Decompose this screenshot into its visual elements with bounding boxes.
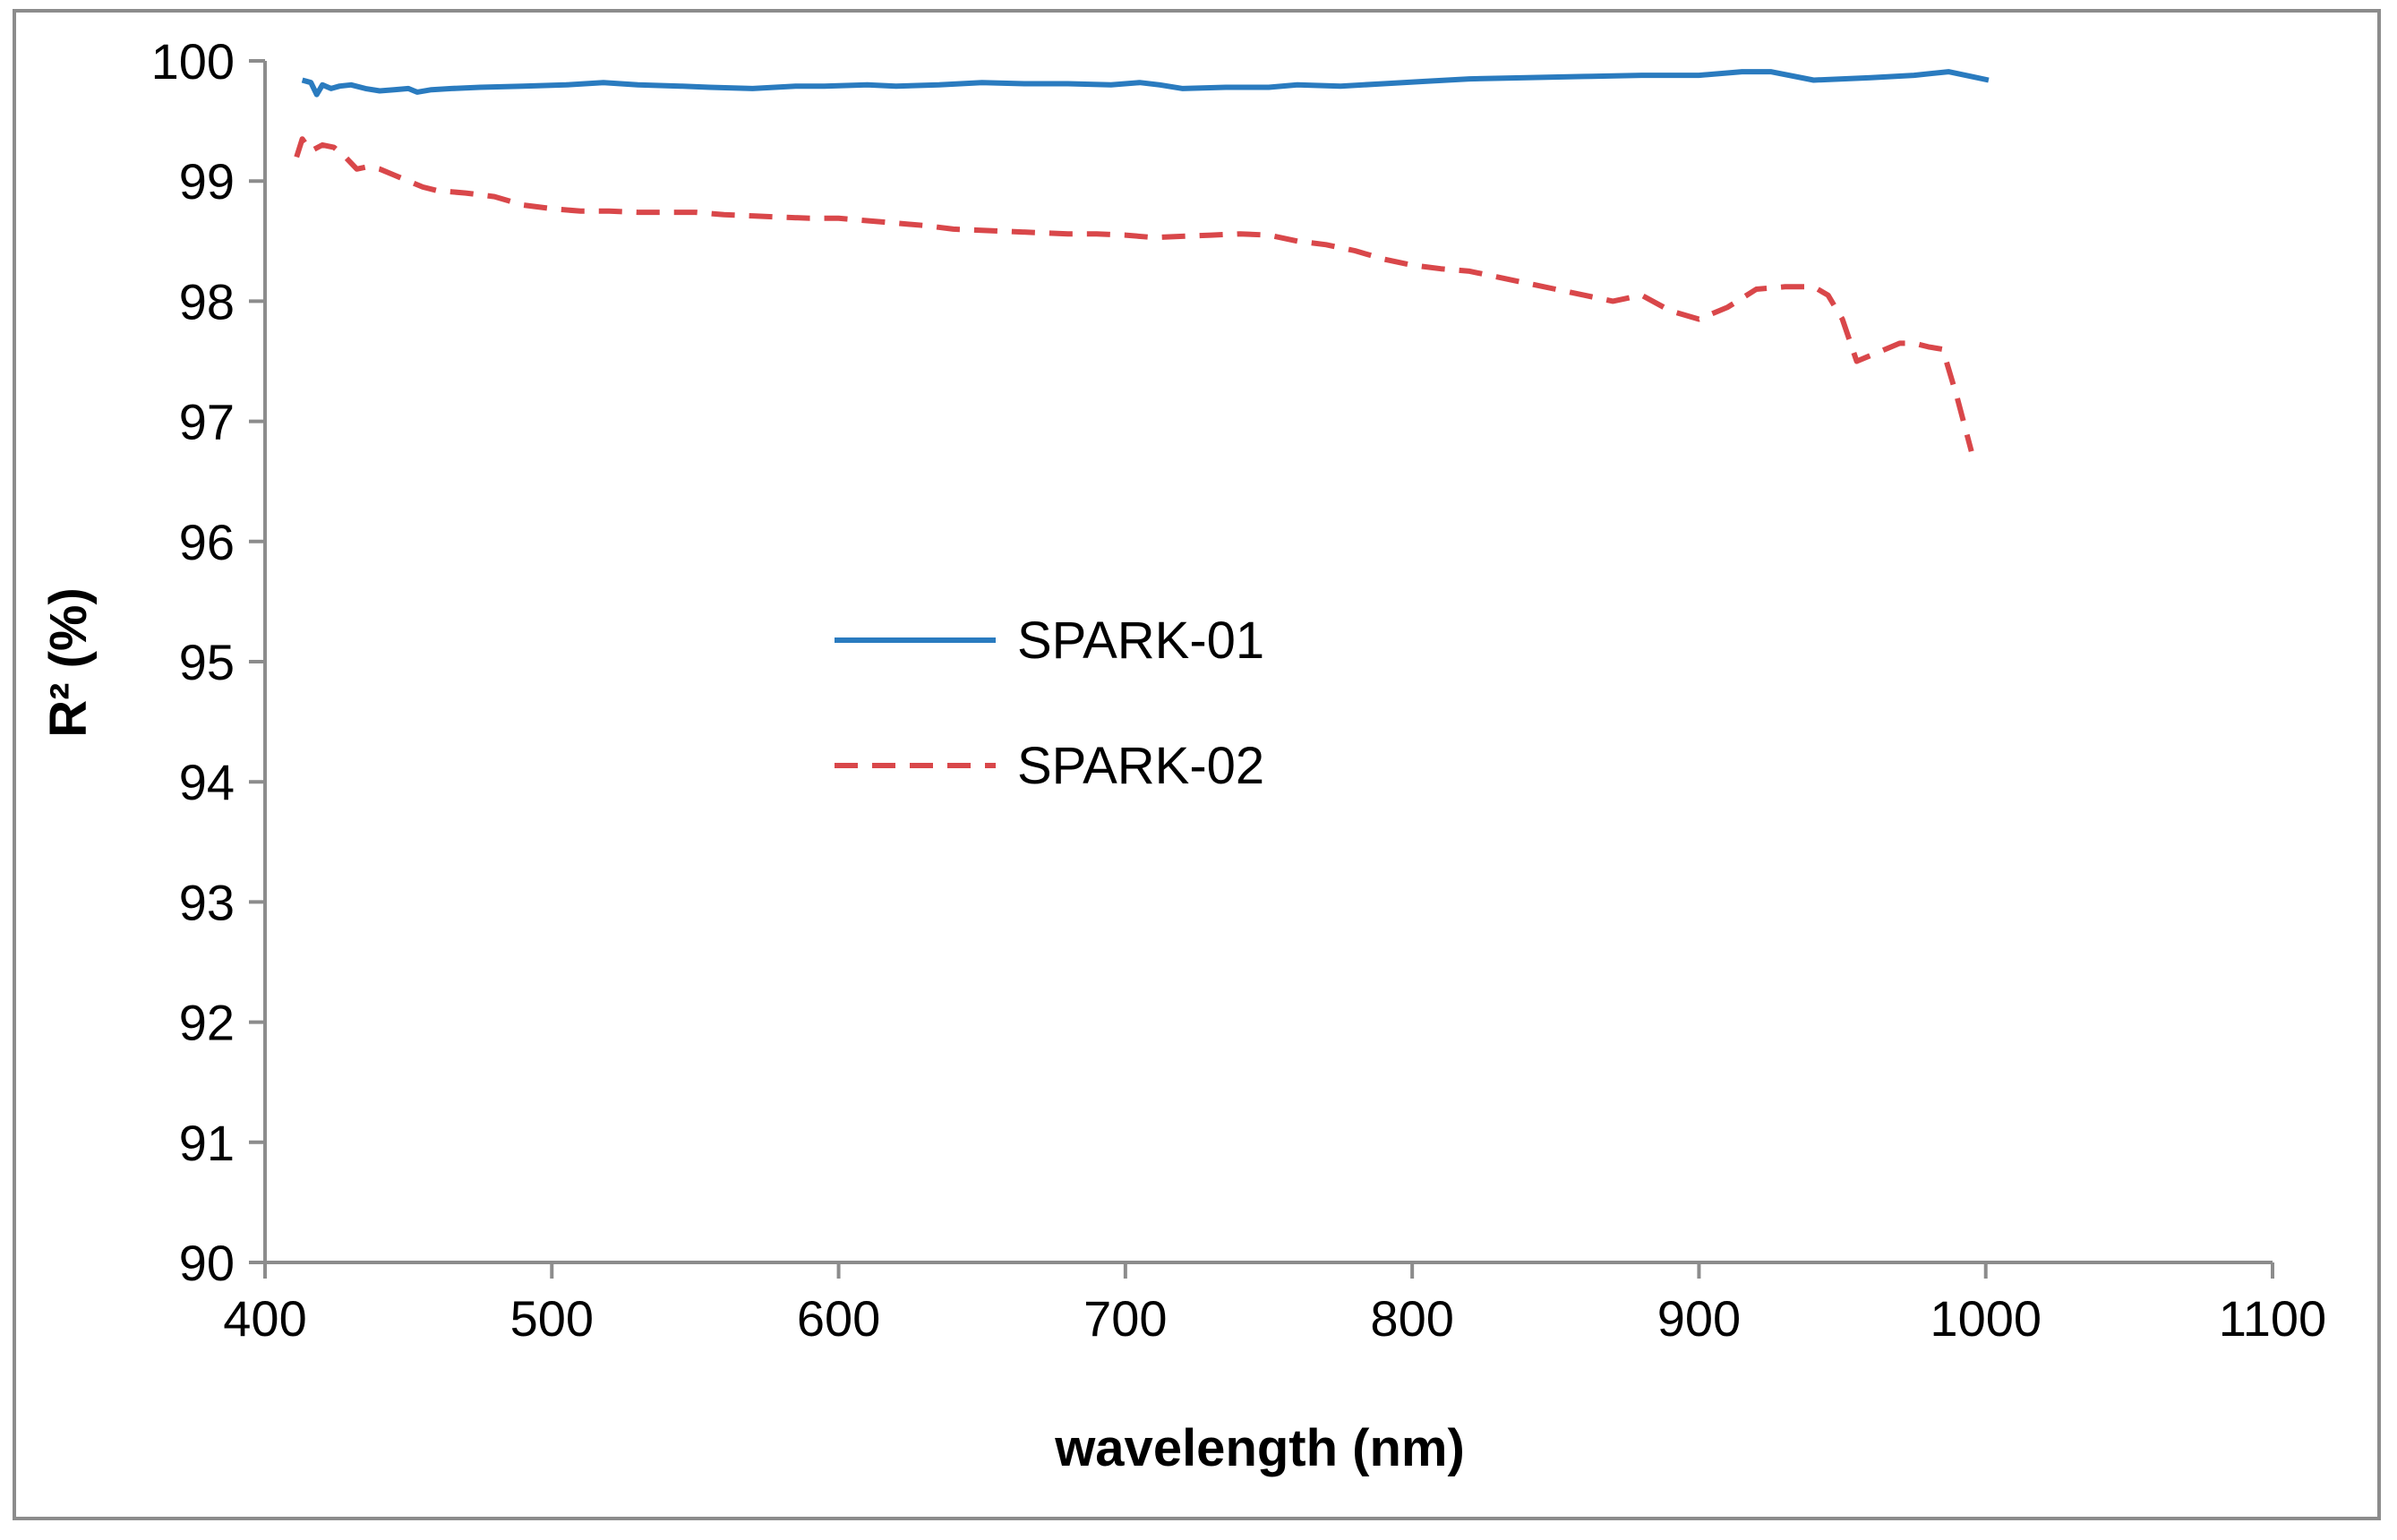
x-tick-label: 400 [223,1290,306,1347]
y-tick-label: 93 [179,874,235,930]
y-axis-title: R² (%) [39,587,98,738]
x-tick-label: 600 [797,1290,880,1347]
y-tick-label: 94 [179,754,235,810]
x-axis-title: wavelength (nm) [1054,1419,1465,1477]
y-tick-label: 91 [179,1115,235,1171]
y-tick-label: 96 [179,514,235,570]
y-tick-label: 97 [179,394,235,450]
x-tick-label: 700 [1083,1290,1167,1347]
x-tick-label: 900 [1657,1290,1741,1347]
y-tick-label: 98 [179,273,235,329]
legend: SPARK-01 SPARK-02 [835,612,1264,795]
x-tick-label: 500 [510,1290,594,1347]
legend-label-spark-02: SPARK-02 [1017,737,1264,795]
y-tick-label: 99 [179,153,235,210]
y-tick-label: 95 [179,634,235,690]
y-tick-label: 92 [179,995,235,1051]
series-line-spark-02 [294,136,1974,452]
legend-label-spark-01: SPARK-01 [1017,612,1264,670]
y-tick-label: 100 [151,33,235,90]
series-layer [294,69,1990,452]
x-tick-label: 1000 [1930,1290,2042,1347]
axes: 90 91 92 93 94 95 96 97 98 99 100 400 500 600 700 800 90… [151,33,2327,1347]
y-tick-label: 90 [179,1235,235,1291]
x-tick-label: 1100 [2219,1290,2326,1347]
x-tick-label: 800 [1370,1290,1453,1347]
series-line-spark-01 [301,69,1990,98]
